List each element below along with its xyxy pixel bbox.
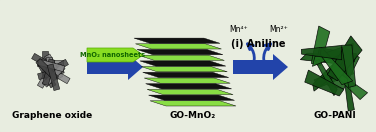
Polygon shape	[305, 70, 344, 96]
Polygon shape	[36, 58, 59, 81]
Text: GO-MnO₂: GO-MnO₂	[170, 111, 216, 120]
Polygon shape	[143, 72, 229, 77]
Text: GO-PANI: GO-PANI	[314, 111, 356, 120]
Polygon shape	[313, 57, 347, 91]
Polygon shape	[43, 59, 68, 77]
Polygon shape	[327, 51, 359, 89]
Polygon shape	[141, 67, 227, 72]
Polygon shape	[87, 48, 143, 62]
Text: (i) Aniline: (i) Aniline	[231, 39, 285, 49]
Polygon shape	[146, 84, 232, 89]
Text: MnO₂ nanosheets: MnO₂ nanosheets	[80, 52, 146, 58]
Polygon shape	[150, 101, 236, 106]
Polygon shape	[330, 69, 368, 100]
Text: Mn⁴⁺: Mn⁴⁺	[230, 25, 248, 34]
Polygon shape	[343, 67, 354, 111]
Polygon shape	[42, 59, 55, 86]
Polygon shape	[311, 26, 330, 65]
Polygon shape	[301, 46, 342, 60]
Polygon shape	[342, 45, 356, 87]
Polygon shape	[37, 60, 63, 66]
Polygon shape	[315, 60, 337, 96]
Polygon shape	[87, 54, 143, 80]
Polygon shape	[312, 43, 353, 66]
Polygon shape	[314, 65, 354, 88]
Polygon shape	[37, 63, 56, 88]
Polygon shape	[233, 54, 288, 80]
FancyArrowPatch shape	[264, 44, 271, 72]
Polygon shape	[135, 44, 221, 49]
Polygon shape	[137, 50, 223, 55]
Polygon shape	[327, 36, 362, 81]
Polygon shape	[300, 53, 347, 64]
Polygon shape	[140, 61, 226, 66]
Polygon shape	[46, 57, 52, 83]
Polygon shape	[44, 54, 63, 79]
Polygon shape	[32, 53, 57, 72]
Polygon shape	[149, 95, 235, 100]
Polygon shape	[38, 59, 65, 72]
Text: Graphene oxide: Graphene oxide	[12, 111, 92, 120]
Polygon shape	[320, 47, 353, 85]
Polygon shape	[42, 51, 48, 77]
Polygon shape	[45, 65, 70, 84]
Polygon shape	[138, 55, 224, 60]
Polygon shape	[42, 64, 65, 87]
Polygon shape	[38, 62, 56, 88]
Polygon shape	[134, 38, 220, 43]
FancyArrowPatch shape	[247, 44, 254, 72]
Polygon shape	[147, 89, 233, 95]
Polygon shape	[317, 48, 356, 62]
Text: Mn²⁺: Mn²⁺	[270, 25, 288, 34]
Polygon shape	[38, 67, 64, 80]
Polygon shape	[144, 78, 230, 83]
Polygon shape	[47, 64, 60, 91]
